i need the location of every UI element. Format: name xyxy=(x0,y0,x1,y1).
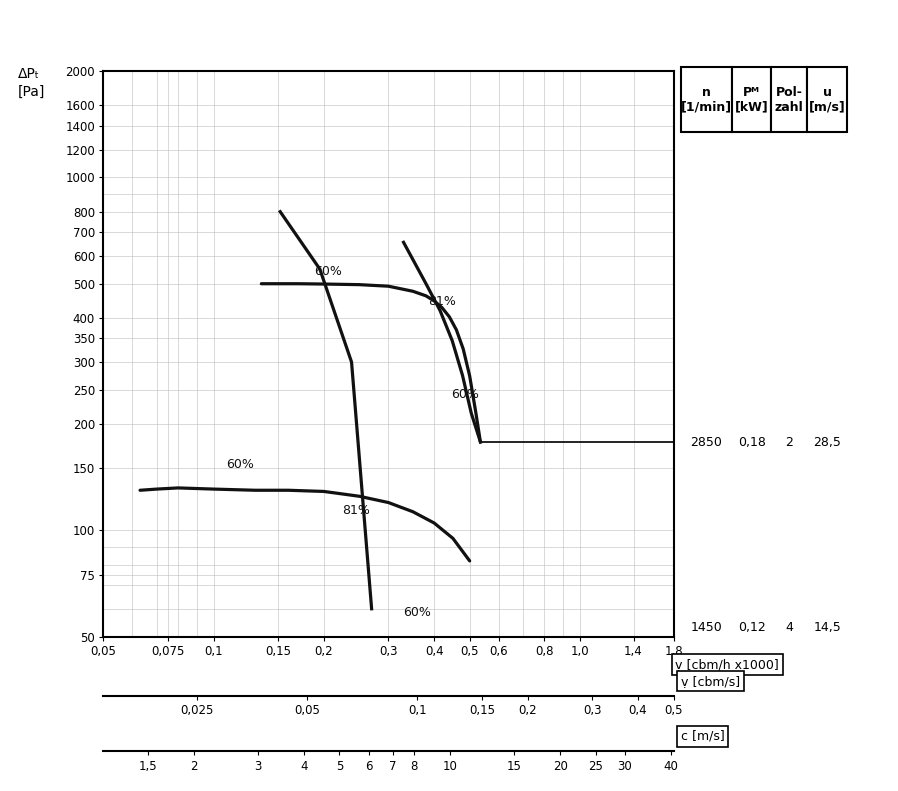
Text: 81%: 81% xyxy=(428,294,456,308)
Text: 60%: 60% xyxy=(451,388,479,402)
Text: 81%: 81% xyxy=(343,505,371,517)
Text: 0,18: 0,18 xyxy=(737,436,766,448)
Text: ṿ [cbm/s]: ṿ [cbm/s] xyxy=(681,675,740,687)
Text: c [m/s]: c [m/s] xyxy=(681,730,725,743)
Text: ṿ [cbm/h x1000]: ṿ [cbm/h x1000] xyxy=(675,658,779,671)
Text: u
[m/s]: u [m/s] xyxy=(809,85,845,114)
Text: 28,5: 28,5 xyxy=(813,436,841,448)
Text: Pol-
zahl: Pol- zahl xyxy=(775,85,804,114)
Text: 60%: 60% xyxy=(225,459,254,471)
Text: n
[1/min]: n [1/min] xyxy=(681,85,732,114)
Text: 4: 4 xyxy=(786,621,793,634)
Text: 1450: 1450 xyxy=(691,621,722,634)
Text: Pᴹ
[kW]: Pᴹ [kW] xyxy=(735,85,769,114)
Text: 60%: 60% xyxy=(314,265,342,278)
Text: 60%: 60% xyxy=(403,607,431,619)
Text: 2: 2 xyxy=(786,436,793,448)
Text: 0,12: 0,12 xyxy=(738,621,765,634)
Text: ΔPₜ
[Pa]: ΔPₜ [Pa] xyxy=(18,67,45,99)
Text: 14,5: 14,5 xyxy=(814,621,841,634)
Text: 2850: 2850 xyxy=(691,436,722,448)
